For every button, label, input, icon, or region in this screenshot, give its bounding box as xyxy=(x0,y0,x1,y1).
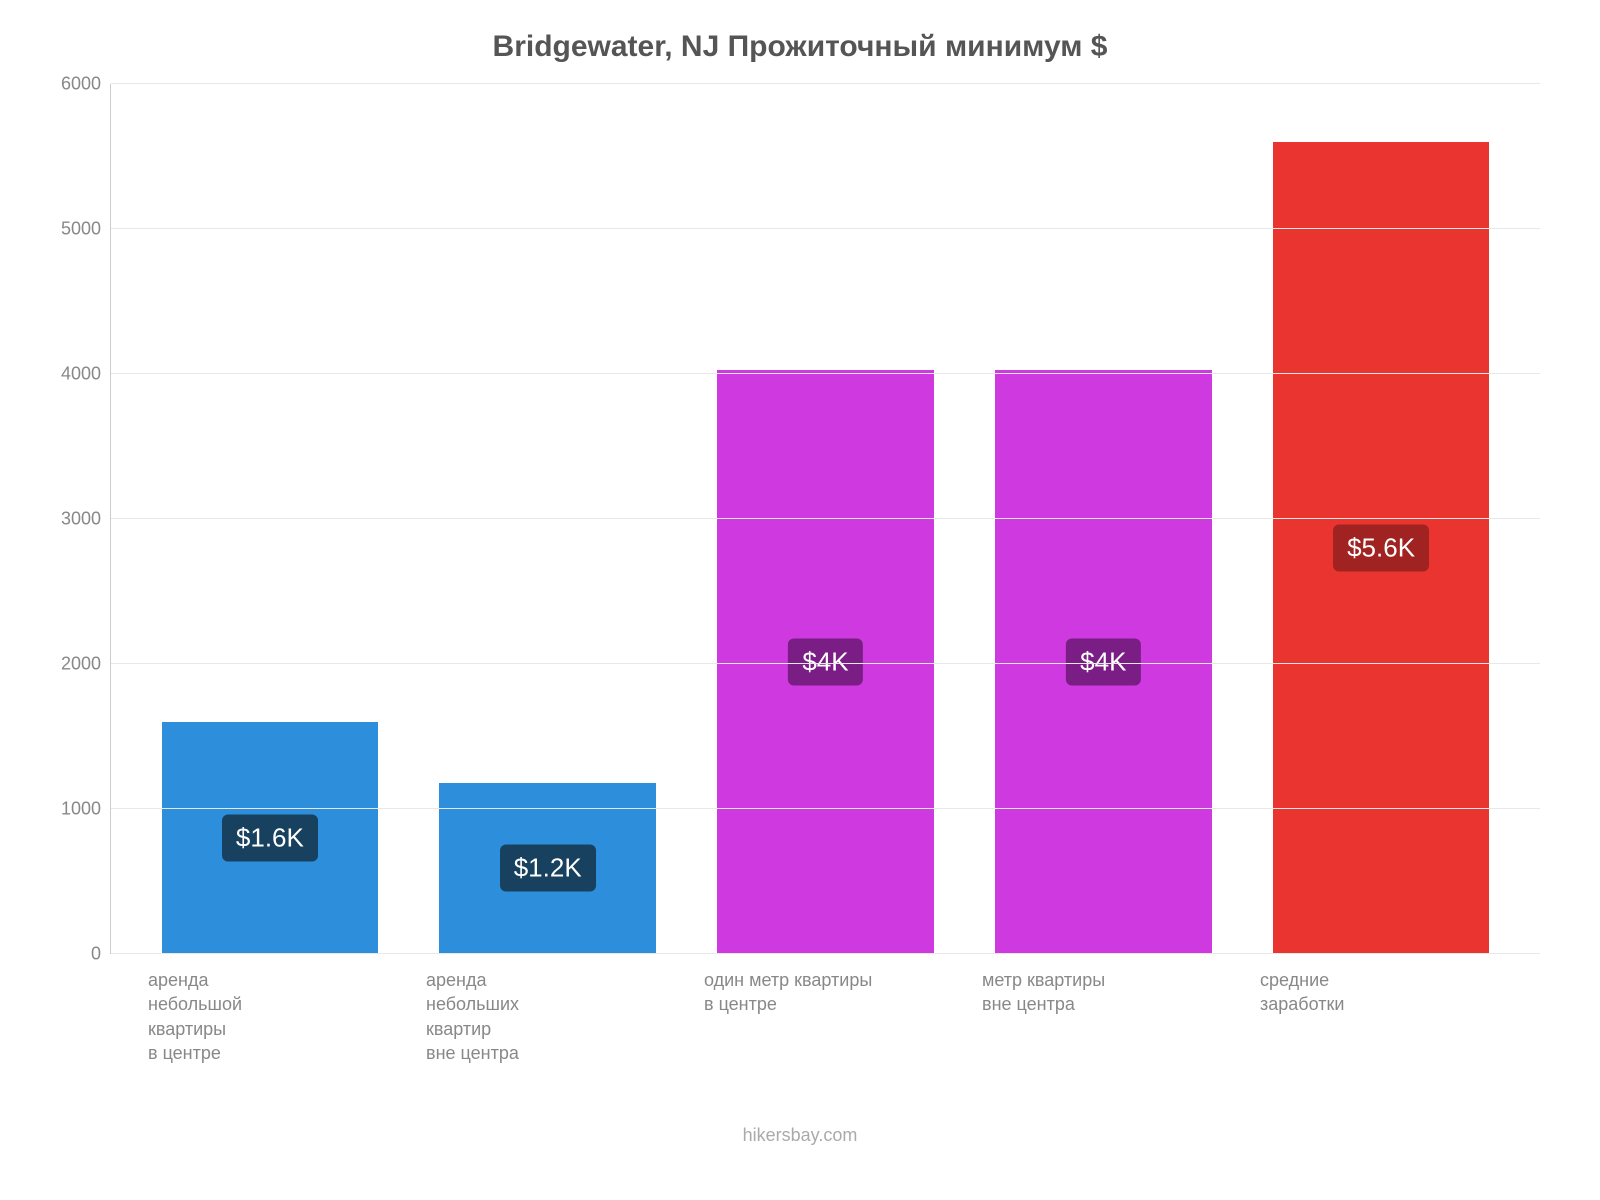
bar: $4K xyxy=(995,370,1212,954)
x-tick-label: средние заработки xyxy=(1242,968,1520,1065)
bar: $5.6K xyxy=(1273,142,1490,954)
y-tick-label: 5000 xyxy=(61,219,101,240)
y-tick-label: 0 xyxy=(91,944,101,965)
attribution-text: hikersbay.com xyxy=(40,1125,1560,1146)
bar-value-label: $5.6K xyxy=(1333,525,1429,572)
bar: $4K xyxy=(717,370,934,954)
bar-slot: $5.6K xyxy=(1242,84,1520,954)
gridline xyxy=(111,518,1540,519)
gridline xyxy=(111,953,1540,954)
plot-area: $1.6K$1.2K$4K$4K$5.6K 010002000300040005… xyxy=(110,84,1540,954)
x-tick-label: метр квартиры вне центра xyxy=(964,968,1242,1065)
chart-title: Bridgewater, NJ Прожиточный минимум $ xyxy=(40,30,1560,64)
y-tick-label: 3000 xyxy=(61,509,101,530)
gridline xyxy=(111,228,1540,229)
gridline xyxy=(111,83,1540,84)
x-tick-label: один метр квартиры в центре xyxy=(686,968,964,1065)
bar: $1.6K xyxy=(162,722,379,954)
x-axis-labels: аренда небольшой квартиры в центреаренда… xyxy=(110,954,1540,1065)
bar-slot: $4K xyxy=(687,84,965,954)
x-tick-label: аренда небольшой квартиры в центре xyxy=(130,968,408,1065)
bar-value-label: $4K xyxy=(1066,638,1140,685)
bar-value-label: $1.6K xyxy=(222,815,318,862)
gridline xyxy=(111,808,1540,809)
bars-row: $1.6K $1.2K $4K $4K $5.6K xyxy=(111,84,1540,954)
chart-container: Bridgewater, NJ Прожиточный минимум $ $1… xyxy=(0,0,1600,1200)
bar-slot: $1.6K xyxy=(131,84,409,954)
bar-value-label: $4K xyxy=(788,638,862,685)
bar-value-label: $1.2K xyxy=(500,845,596,892)
y-tick-label: 1000 xyxy=(61,799,101,820)
y-tick-label: 6000 xyxy=(61,74,101,95)
gridline xyxy=(111,663,1540,664)
bar-slot: $1.2K xyxy=(409,84,687,954)
bar-slot: $4K xyxy=(964,84,1242,954)
y-tick-label: 2000 xyxy=(61,654,101,675)
gridline xyxy=(111,373,1540,374)
x-tick-label: аренда небольших квартир вне центра xyxy=(408,968,686,1065)
y-tick-label: 4000 xyxy=(61,364,101,385)
